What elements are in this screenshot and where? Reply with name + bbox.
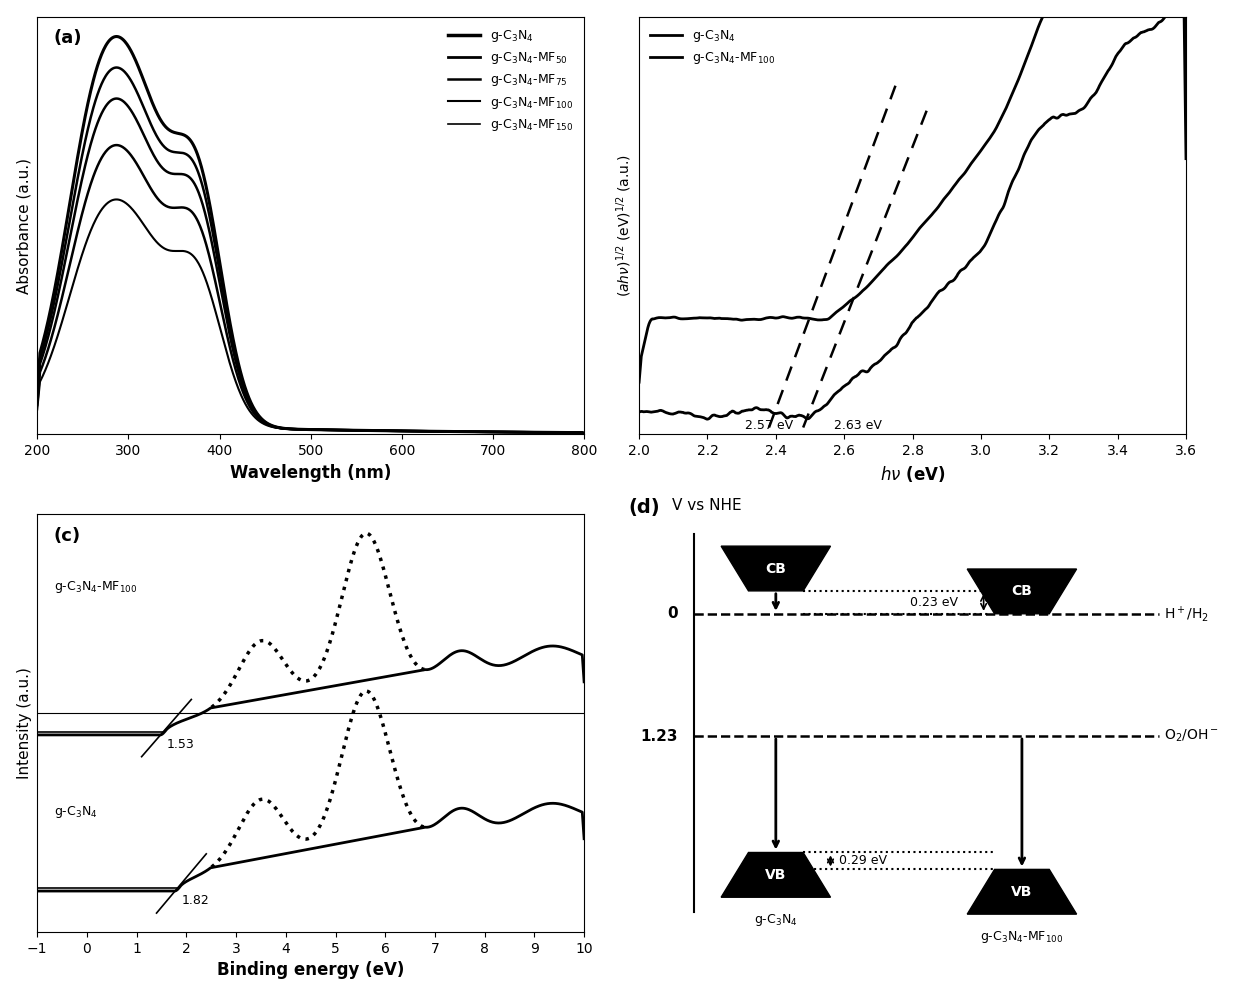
X-axis label: $hν$ (eV): $hν$ (eV): [880, 464, 945, 484]
Text: 1.82: 1.82: [181, 893, 210, 907]
Text: H$^+$/H$_2$: H$^+$/H$_2$: [1164, 604, 1209, 623]
Polygon shape: [967, 870, 1076, 914]
Y-axis label: $(ahν)^{1/2}$ (eV)$^{1/2}$ (a.u.): $(ahν)^{1/2}$ (eV)$^{1/2}$ (a.u.): [614, 154, 634, 297]
Y-axis label: Intensity (a.u.): Intensity (a.u.): [16, 667, 32, 779]
Text: g-C$_3$N$_4$: g-C$_3$N$_4$: [53, 804, 97, 820]
X-axis label: Wavelength (nm): Wavelength (nm): [229, 464, 392, 482]
X-axis label: Binding energy (eV): Binding energy (eV): [217, 961, 404, 979]
Text: 0.29 eV: 0.29 eV: [838, 855, 887, 868]
Text: CB: CB: [1012, 585, 1033, 599]
Text: 0.23 eV: 0.23 eV: [910, 596, 957, 609]
Polygon shape: [722, 853, 831, 897]
Text: O$_2$/OH$^-$: O$_2$/OH$^-$: [1164, 728, 1219, 744]
Text: g-C$_3$N$_4$: g-C$_3$N$_4$: [754, 912, 797, 928]
Y-axis label: Absorbance (a.u.): Absorbance (a.u.): [16, 157, 32, 294]
Text: (c): (c): [53, 527, 81, 545]
Text: 1.23: 1.23: [640, 729, 677, 744]
Text: 2.63 eV: 2.63 eV: [835, 419, 882, 432]
Text: 0: 0: [667, 607, 677, 622]
Legend: g-C$_3$N$_4$, g-C$_3$N$_4$-MF$_{50}$, g-C$_3$N$_4$-MF$_{75}$, g-C$_3$N$_4$-MF$_{: g-C$_3$N$_4$, g-C$_3$N$_4$-MF$_{50}$, g-…: [443, 23, 578, 137]
Text: (b): (b): [656, 29, 684, 47]
Text: 1.53: 1.53: [166, 738, 195, 751]
Polygon shape: [967, 569, 1076, 614]
Text: VB: VB: [765, 868, 786, 881]
Text: 2.57 eV: 2.57 eV: [745, 419, 794, 432]
Legend: g-C$_3$N$_4$, g-C$_3$N$_4$-MF$_{100}$: g-C$_3$N$_4$, g-C$_3$N$_4$-MF$_{100}$: [645, 23, 780, 71]
Text: V vs NHE: V vs NHE: [672, 498, 742, 513]
Text: (d): (d): [629, 498, 660, 517]
Text: VB: VB: [1012, 884, 1033, 898]
Polygon shape: [722, 546, 831, 591]
Text: CB: CB: [765, 562, 786, 576]
Text: g-C$_3$N$_4$-MF$_{100}$: g-C$_3$N$_4$-MF$_{100}$: [53, 579, 136, 595]
Text: (a): (a): [53, 29, 82, 47]
Text: g-C$_3$N$_4$-MF$_{100}$: g-C$_3$N$_4$-MF$_{100}$: [981, 929, 1064, 945]
